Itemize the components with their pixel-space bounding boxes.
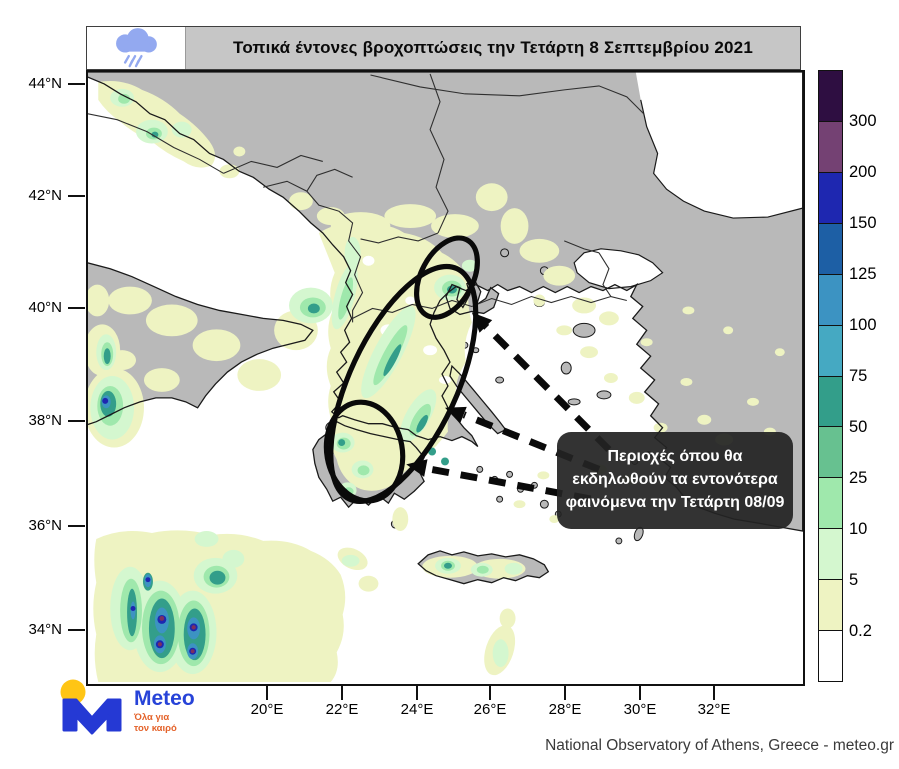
annotation-callout: Περιοχές όπου θα εκδηλωθούν τα εντονότερ… bbox=[557, 432, 793, 529]
colorbar-segment bbox=[819, 172, 842, 224]
arrow-line-north bbox=[483, 323, 612, 452]
arrowhead-west bbox=[406, 459, 428, 477]
meteo-logo: Meteo Όλα για τον καιρό bbox=[58, 676, 228, 748]
colorbar-segment bbox=[819, 529, 842, 581]
arrow-line-central bbox=[462, 411, 601, 473]
colorbar-segment bbox=[819, 478, 842, 530]
lon-tick bbox=[639, 686, 641, 700]
title-bar: Τοπικά έντονες βροχοπτώσεις την Τετάρτη … bbox=[86, 26, 801, 70]
lat-label-44n: 44°N bbox=[28, 75, 62, 92]
sun-icon bbox=[60, 679, 86, 705]
colorbar-segment bbox=[819, 274, 842, 326]
lat-label-36n: 36°N bbox=[28, 517, 62, 534]
rain-cloud-icon bbox=[87, 27, 186, 69]
highlight-ellipses bbox=[323, 235, 480, 505]
black-sea bbox=[635, 72, 803, 219]
colorbar-label-50: 50 bbox=[849, 418, 868, 436]
lat-label-34n: 34°N bbox=[28, 621, 62, 638]
callout-line-1: Περιοχές όπου θα bbox=[607, 448, 743, 465]
colorbar-label-10: 10 bbox=[849, 520, 868, 538]
lon-tick bbox=[416, 686, 418, 700]
lon-label-22e: 22°E bbox=[325, 701, 359, 718]
lat-tick bbox=[68, 420, 85, 422]
colorbar-segment bbox=[819, 376, 842, 428]
sea-of-marmara bbox=[573, 248, 664, 290]
lon-label-24e: 24°E bbox=[400, 701, 434, 718]
colorbar-segment bbox=[819, 325, 842, 377]
logo-tagline-1: Όλα για bbox=[134, 712, 170, 723]
lon-tick bbox=[341, 686, 343, 700]
colorbar-segment bbox=[819, 121, 842, 173]
lon-label-26e: 26°E bbox=[473, 701, 507, 718]
callout-line-3: φαινόμενα την Τετάρτη 08/09 bbox=[565, 494, 785, 511]
page-title: Τοπικά έντονες βροχοπτώσεις την Τετάρτη … bbox=[233, 38, 753, 57]
lat-label-38n: 38°N bbox=[28, 412, 62, 429]
lon-label-20e: 20°E bbox=[250, 701, 284, 718]
precipitation-map bbox=[86, 70, 805, 686]
colorbar-segment bbox=[819, 427, 842, 479]
colorbar-label-300: 300 bbox=[849, 112, 877, 130]
lon-tick bbox=[713, 686, 715, 700]
colorbar-label-25: 25 bbox=[849, 469, 868, 487]
arrowhead-north bbox=[471, 312, 493, 333]
colorbar-label-200: 200 bbox=[849, 163, 877, 181]
credit-text: National Observatory of Athens, Greece -… bbox=[545, 737, 894, 754]
lon-tick bbox=[564, 686, 566, 700]
colorbar-label-100: 100 bbox=[849, 316, 877, 334]
colorbar-segment bbox=[819, 71, 842, 122]
meteo-logo-mark bbox=[60, 679, 122, 735]
highlight-ellipse-chalkidiki bbox=[414, 235, 480, 320]
highlight-ellipse-central-greece bbox=[328, 263, 479, 505]
lat-label-40n: 40°N bbox=[28, 299, 62, 316]
arrowheads bbox=[406, 312, 493, 477]
colorbar-label-75: 75 bbox=[849, 367, 868, 385]
callout-line-2: εκδηλωθούν τα εντονότερα bbox=[572, 471, 778, 488]
meteo-m-icon bbox=[62, 698, 122, 735]
colorbar-segment bbox=[819, 223, 842, 275]
lat-tick bbox=[68, 83, 85, 85]
arrowhead-central bbox=[445, 406, 467, 424]
lat-tick bbox=[68, 629, 85, 631]
lat-tick bbox=[68, 525, 85, 527]
lon-tick bbox=[489, 686, 491, 700]
precipitation-colorbar bbox=[818, 70, 843, 682]
lon-label-32e: 32°E bbox=[697, 701, 731, 718]
lon-label-28e: 28°E bbox=[548, 701, 582, 718]
highlight-ellipse-peloponnese bbox=[323, 399, 406, 504]
colorbar-label-125: 125 bbox=[849, 265, 877, 283]
logo-tagline-2: τον καιρό bbox=[134, 723, 177, 734]
colorbar-segment bbox=[819, 631, 842, 682]
colorbar-label-5: 5 bbox=[849, 571, 859, 589]
colorbar-label-0.2: 0.2 bbox=[849, 622, 872, 640]
logo-brand: Meteo bbox=[134, 687, 195, 710]
precipitation-layer bbox=[88, 80, 785, 683]
lat-label-42n: 42°N bbox=[28, 187, 62, 204]
colorbar-label-150: 150 bbox=[849, 214, 877, 232]
colorbar-segment bbox=[819, 580, 842, 632]
lon-label-30e: 30°E bbox=[623, 701, 657, 718]
lon-tick bbox=[266, 686, 268, 700]
country-borders bbox=[88, 73, 645, 323]
map-canvas bbox=[88, 72, 803, 684]
lat-tick bbox=[68, 195, 85, 197]
lat-tick bbox=[68, 307, 85, 309]
